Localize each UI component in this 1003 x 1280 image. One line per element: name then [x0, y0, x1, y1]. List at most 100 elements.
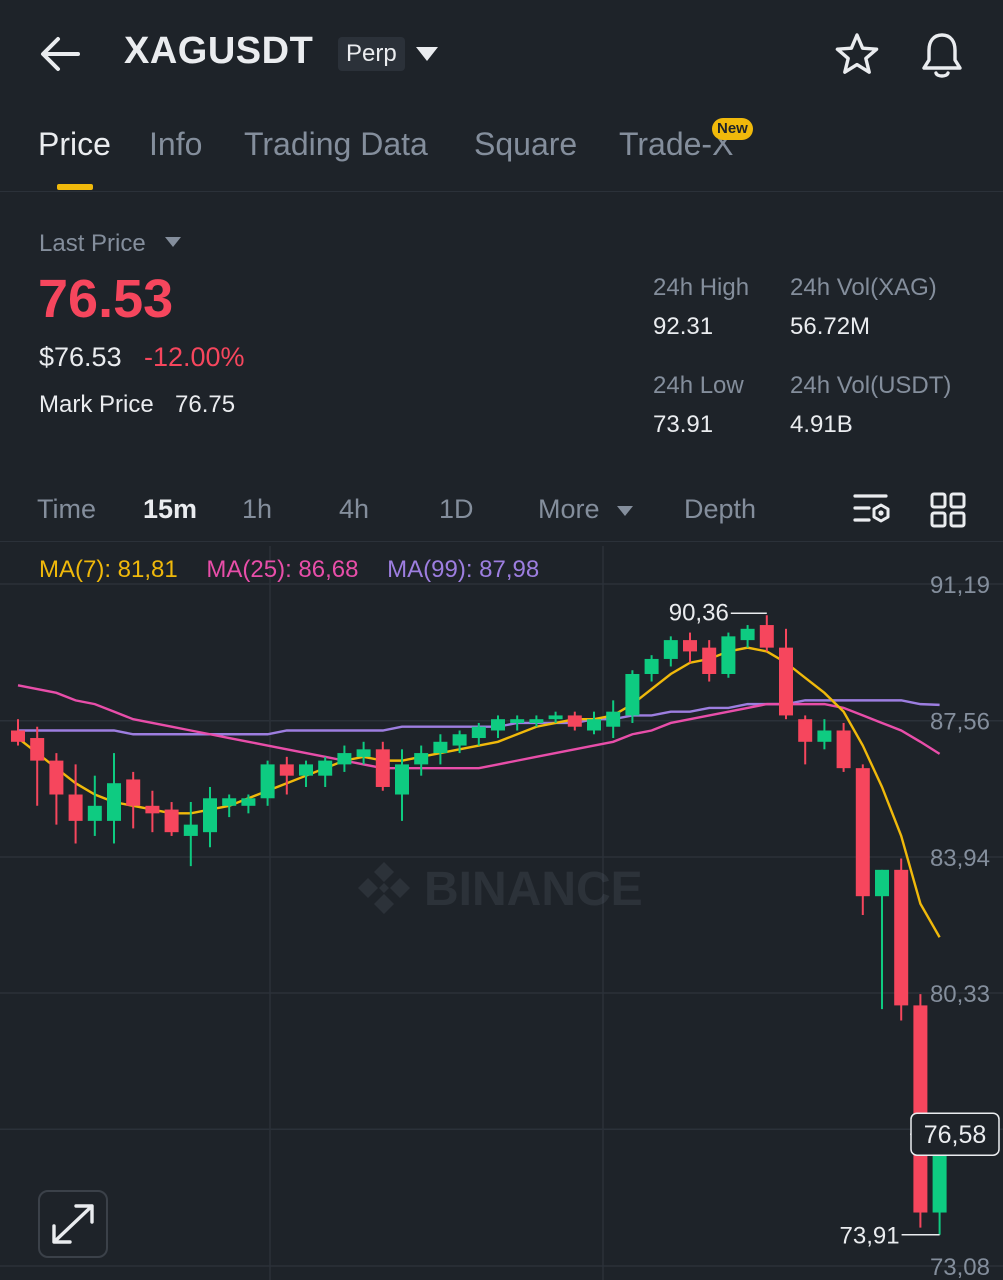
- interval-15m[interactable]: 15m: [143, 494, 198, 524]
- tab-trading-data[interactable]: Trading Data: [244, 126, 428, 162]
- candle-down: [836, 730, 851, 769]
- candle-down: [68, 794, 83, 821]
- candle-up: [721, 636, 736, 675]
- watermark-text: BINANCE: [424, 863, 643, 916]
- candle-up: [241, 798, 256, 806]
- y-tick-label: 73,08: [930, 1254, 990, 1280]
- contract-type-badge: Perp: [338, 37, 405, 71]
- candle-up: [875, 869, 889, 897]
- candle-up: [587, 719, 601, 731]
- binance-watermark: BINANCE: [358, 862, 643, 916]
- candle-down: [567, 715, 582, 727]
- candle-up: [663, 640, 678, 659]
- chart-settings-icon[interactable]: [852, 490, 892, 528]
- ma7-label: MA(7): 81,81: [39, 556, 178, 583]
- back-arrow-icon[interactable]: [38, 34, 82, 74]
- candle-up: [356, 749, 371, 757]
- vol-quote-label: 24h Vol(USDT): [790, 372, 952, 399]
- candle-up: [318, 760, 333, 776]
- depth-tab[interactable]: Depth: [684, 494, 757, 524]
- candle-down: [759, 625, 774, 648]
- symbol-dropdown-icon[interactable]: [414, 44, 440, 64]
- candle-down: [894, 869, 909, 1006]
- page-tabs: Price Info Trading Data Square Trade-X: [0, 118, 1003, 192]
- expand-icon: [52, 1204, 94, 1244]
- interval-1d[interactable]: 1D: [439, 494, 474, 524]
- low-marker-label: 73,91: [840, 1223, 900, 1250]
- high-24h-label: 24h High: [653, 274, 750, 301]
- candle-up: [548, 715, 563, 720]
- current-price-box: [910, 1112, 1000, 1156]
- symbol-title[interactable]: XAGUSDT: [124, 30, 314, 72]
- vol-base-value: 56.72M: [790, 313, 871, 340]
- candle-up: [222, 798, 237, 806]
- candle-down: [30, 738, 45, 761]
- current-price-label: 76,58: [924, 1121, 987, 1149]
- candle-down: [11, 730, 25, 742]
- ma25-label: MA(25): 86,68: [206, 556, 359, 583]
- candle-down: [702, 647, 717, 675]
- candle-up: [529, 719, 544, 723]
- fullscreen-button[interactable]: [38, 1190, 108, 1258]
- candle-down: [164, 809, 179, 833]
- candle-down: [375, 749, 390, 787]
- mark-price-label: Mark Price: [39, 391, 154, 418]
- candle-down: [913, 1005, 928, 1213]
- binance-logo-icon: [358, 862, 410, 914]
- ma-legend: MA(7): 81,81 MA(25): 86,68 MA(99): 87,98: [39, 556, 561, 584]
- candle-up: [203, 798, 217, 833]
- candle-up: [260, 764, 275, 799]
- favorite-star-icon[interactable]: [834, 32, 880, 78]
- candle-down: [855, 768, 870, 897]
- y-tick-label: 83,94: [930, 845, 990, 872]
- candle-up: [644, 658, 659, 675]
- tab-square[interactable]: Square: [474, 126, 578, 162]
- candle-up: [395, 764, 409, 795]
- tab-price[interactable]: Price: [38, 126, 111, 162]
- candle-up: [337, 753, 352, 765]
- candle-up: [107, 783, 121, 821]
- candle-up: [491, 719, 505, 731]
- candle-down: [683, 640, 697, 652]
- last-price: 76.53: [38, 269, 174, 329]
- y-tick-label: 87,56: [930, 709, 990, 736]
- price-type-selector[interactable]: Last Price: [39, 230, 146, 257]
- ma99-label: MA(99): 87,98: [387, 556, 540, 583]
- layout-grid-icon[interactable]: [930, 492, 966, 528]
- usd-price: $76.53: [39, 342, 122, 372]
- new-badge: New: [712, 118, 753, 140]
- interval-time[interactable]: Time: [37, 494, 96, 524]
- vol-base-label: 24h Vol(XAG): [790, 274, 937, 301]
- interval-1h[interactable]: 1h: [242, 494, 273, 524]
- candle-up: [740, 628, 755, 641]
- candle-down: [49, 760, 64, 795]
- candle-down: [798, 719, 813, 742]
- candle-up: [471, 726, 486, 739]
- interval-4h[interactable]: 4h: [339, 494, 370, 524]
- tab-info[interactable]: Info: [149, 126, 203, 162]
- interval-bar: Time 15m 1h 4h 1D More Depth: [0, 480, 1003, 542]
- interval-more[interactable]: More: [538, 494, 600, 524]
- y-tick-label: 80,33: [930, 981, 990, 1008]
- candle-up: [510, 719, 525, 723]
- y-tick-label: 91,19: [930, 572, 990, 599]
- candles: [11, 615, 947, 1235]
- vol-quote-value: 4.91B: [790, 411, 853, 438]
- price-type-dropdown-icon[interactable]: [164, 236, 182, 248]
- candle-up: [414, 753, 429, 765]
- notification-bell-icon[interactable]: [918, 30, 966, 80]
- active-tab-indicator: [57, 184, 93, 190]
- candle-up: [87, 805, 102, 821]
- more-dropdown-icon[interactable]: [616, 505, 634, 517]
- low-24h-label: 24h Low: [653, 372, 744, 399]
- candle-down: [145, 805, 160, 814]
- candle-up: [452, 734, 467, 746]
- high-marker-label: 90,36: [669, 599, 729, 626]
- candle-up: [183, 824, 198, 836]
- price-change-percent: -12.00%: [144, 342, 245, 372]
- candle-down: [126, 779, 141, 806]
- candle-up: [625, 674, 640, 716]
- candle-up: [606, 711, 621, 727]
- candle-down: [779, 647, 793, 716]
